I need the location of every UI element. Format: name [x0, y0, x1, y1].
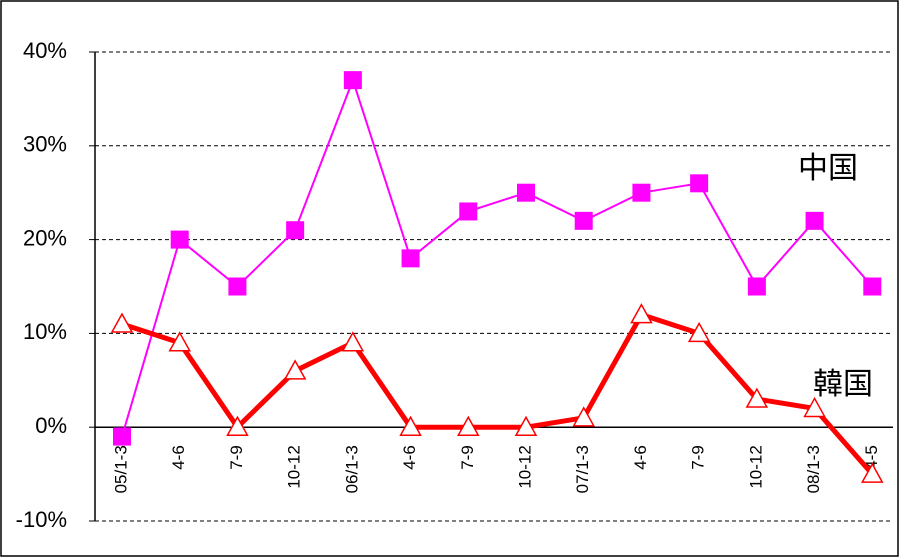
x-tick-label: 08/1-3 [804, 445, 823, 493]
series-label: 中国 [798, 152, 858, 185]
marker-triangle [687, 321, 711, 343]
marker-square [170, 230, 189, 249]
x-tick-label: 4-6 [400, 445, 419, 470]
marker-triangle [341, 331, 365, 352]
marker-square [228, 277, 247, 296]
x-tick-label: 7-9 [227, 445, 246, 470]
y-tick-label: 0% [35, 413, 67, 438]
x-tick-label: 10-12 [515, 445, 534, 488]
marker-square [863, 277, 882, 296]
marker-square [343, 71, 362, 90]
marker-triangle [457, 415, 480, 436]
x-tick-label: 06/1-3 [342, 445, 361, 493]
marker-square [747, 277, 766, 296]
y-tick-label: 10% [23, 319, 67, 344]
marker-square [517, 183, 535, 202]
marker-square [286, 221, 305, 240]
marker-square [459, 202, 478, 221]
marker-triangle [399, 415, 422, 436]
x-tick-label: 7-9 [689, 445, 708, 470]
marker-triangle [745, 387, 769, 408]
marker-triangle [630, 303, 653, 324]
x-tick-label: 10-12 [285, 445, 304, 488]
marker-triangle [572, 406, 595, 427]
x-tick-label: 07/1-3 [573, 445, 592, 493]
y-tick-label: 40% [23, 38, 67, 63]
series-line [121, 312, 875, 476]
marker-triangle [803, 396, 826, 418]
marker-triangle [226, 415, 249, 436]
marker-square [401, 249, 420, 268]
marker-square [632, 183, 651, 202]
marker-square [805, 211, 824, 230]
marker-square [574, 211, 593, 230]
x-tick-label: 4-6 [169, 445, 188, 470]
x-tick-label: 10-12 [746, 445, 765, 488]
y-tick-label: 20% [23, 225, 67, 250]
series-label: 韓国 [813, 368, 873, 401]
marker-triangle [110, 312, 134, 333]
marker-square [113, 427, 131, 446]
x-tick-label: 4-6 [631, 445, 650, 470]
x-tick-label: 4-5 [862, 445, 881, 470]
x-tick-label: 05/1-3 [111, 445, 130, 493]
marker-triangle [514, 415, 538, 436]
marker-triangle [861, 462, 884, 483]
marker-square [690, 174, 709, 193]
marker-triangle [283, 359, 307, 380]
y-tick-label: 30% [23, 132, 67, 157]
series-line [121, 79, 874, 437]
y-tick-label: -10% [16, 507, 67, 532]
marker-triangle [168, 331, 191, 352]
x-tick-label: 7-9 [458, 445, 477, 470]
